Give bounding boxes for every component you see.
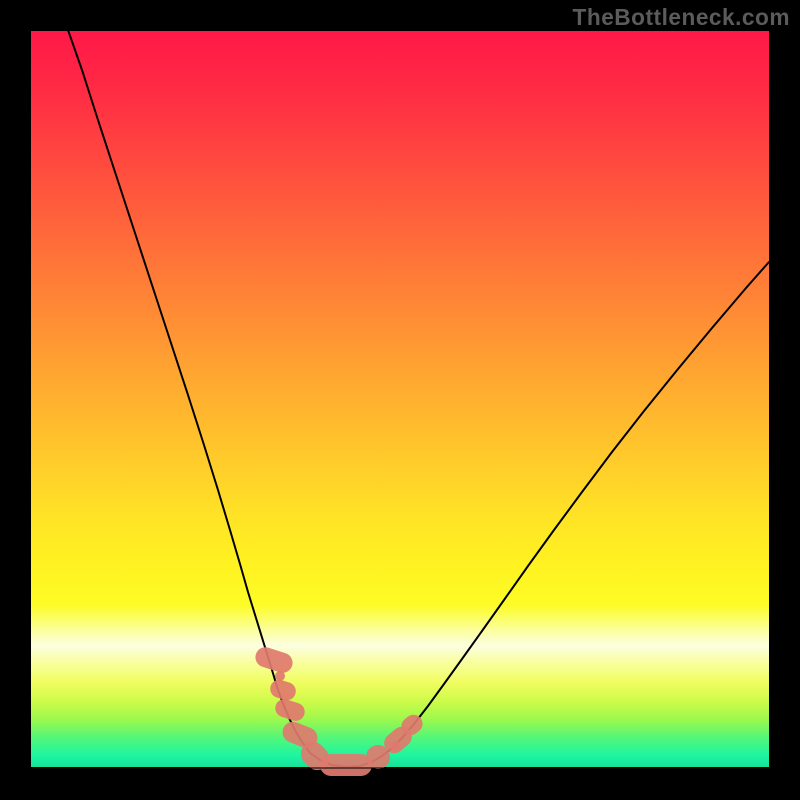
bottleneck-chart xyxy=(0,0,800,800)
marker-pill xyxy=(320,754,372,776)
marker-dot xyxy=(390,741,400,751)
marker-dot xyxy=(275,671,285,681)
watermark-text: TheBottleneck.com xyxy=(0,0,800,31)
gradient-background xyxy=(31,31,769,767)
